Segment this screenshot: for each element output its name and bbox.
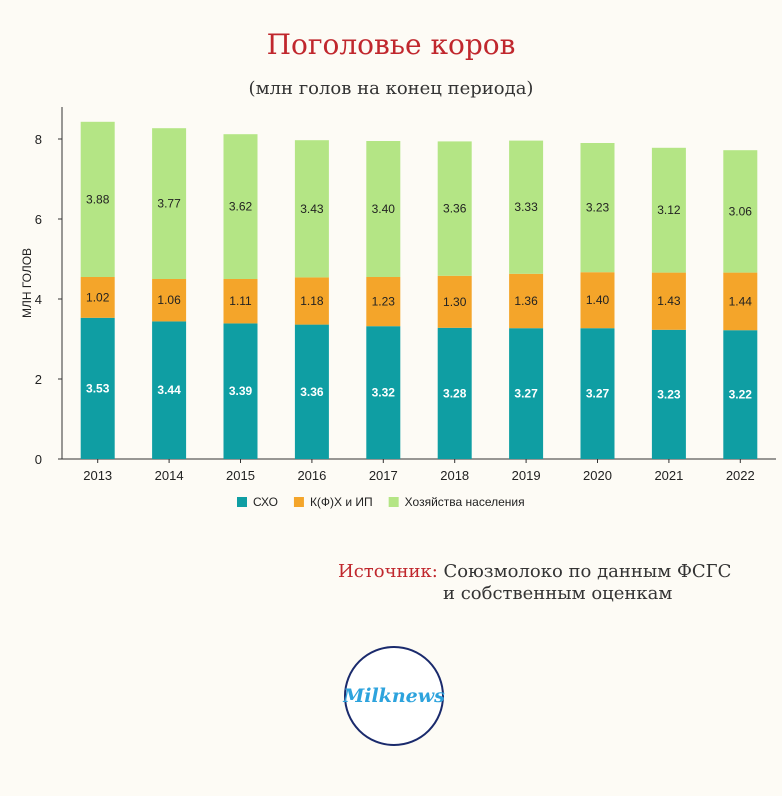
bar-value-label: 1.02: [86, 290, 110, 304]
bar-value-label: 1.30: [443, 295, 467, 309]
x-tick-label: 2018: [440, 468, 469, 483]
bar-value-label: 3.06: [729, 204, 753, 218]
bar-value-label: 1.11: [229, 294, 252, 308]
bar-value-label: 1.06: [157, 293, 181, 307]
bar-value-label: 3.88: [86, 192, 110, 206]
bar-segment: [223, 323, 258, 459]
x-tick-label: 2015: [226, 468, 255, 483]
bar-segment: [223, 279, 258, 324]
source-label: Источник:: [338, 561, 438, 582]
bar-segment: [366, 326, 401, 459]
bar-segment: [437, 141, 472, 276]
bar-segment: [723, 330, 758, 459]
x-tick-label: 2016: [297, 468, 326, 483]
source-note: Источник: Союзмолоко по данным ФСГС и со…: [338, 561, 731, 605]
bar-segment: [509, 140, 544, 274]
x-tick-label: 2022: [726, 468, 755, 483]
milknews-logo-icon: Milknews: [343, 646, 445, 746]
stacked-bar-chart: 0 2 4 6 8 МЛН ГОЛОВ 3.53 1.02 3.88 2013 3.44 1.06 3.…: [20, 107, 776, 509]
bar-segment: [366, 141, 401, 277]
bar-segment: [651, 329, 686, 459]
y-tick-label: 0: [35, 452, 42, 467]
bar-value-label: 3.53: [86, 381, 110, 395]
bar-segment: [723, 272, 758, 331]
chart-title: Поголовье коров: [266, 28, 516, 61]
x-tick-label: 2020: [583, 468, 612, 483]
bar-value-label: 1.23: [372, 295, 396, 309]
bar-segment: [580, 272, 615, 329]
bar-segment: [294, 324, 329, 459]
bar-value-label: 3.23: [657, 387, 681, 401]
bar-value-label: 1.36: [514, 294, 538, 308]
bar-segment: [437, 327, 472, 459]
bar-value-label: 3.23: [586, 201, 610, 215]
bar-value-label: 3.36: [443, 202, 467, 216]
bar-segment: [152, 279, 187, 322]
bar-segment: [580, 328, 615, 459]
logo-text: Milknews: [343, 685, 445, 707]
bar-value-label: 1.18: [300, 294, 324, 308]
bar-value-label: 1.44: [729, 294, 753, 308]
bar-segment: [80, 121, 115, 277]
y-tick-label: 6: [35, 212, 42, 227]
legend-swatch: [237, 497, 247, 507]
bar-segment: [509, 328, 544, 459]
x-tick-label: 2021: [654, 468, 683, 483]
bar-segment: [223, 134, 258, 279]
y-tick-label: 4: [35, 292, 42, 307]
bar-value-label: 3.62: [229, 200, 253, 214]
legend-label: Хозяйства населения: [405, 495, 525, 509]
bar-segment: [580, 143, 615, 273]
x-tick-label: 2014: [155, 468, 184, 483]
y-tick-label: 2: [35, 372, 42, 387]
bar-value-label: 1.43: [657, 294, 681, 308]
bar-segment: [294, 140, 329, 278]
bar-value-label: 3.43: [300, 202, 324, 216]
x-tick-label: 2019: [512, 468, 541, 483]
bar-value-label: 3.44: [157, 383, 181, 397]
bar-value-label: 3.40: [372, 202, 396, 216]
bar-value-label: 3.27: [586, 387, 610, 401]
bar-segment: [437, 275, 472, 328]
chart-subtitle: (млн голов на конец периода): [248, 78, 534, 99]
bar-segment: [723, 150, 758, 273]
legend-label: СХО: [253, 495, 278, 509]
legend-swatch: [388, 497, 399, 507]
y-tick-label: 8: [35, 132, 42, 147]
bar-segment: [152, 321, 187, 459]
bar-value-label: 3.36: [300, 385, 324, 399]
bar-value-label: 3.28: [443, 386, 467, 400]
y-axis-title: МЛН ГОЛОВ: [20, 248, 34, 318]
source-line-2: и собственным оценкам: [443, 583, 673, 604]
bar-value-label: 3.33: [514, 200, 538, 214]
bar-segment: [80, 317, 115, 459]
bar-value-label: 1.40: [586, 293, 610, 307]
source-line-1: Союзмолоко по данным ФСГС: [437, 561, 732, 582]
bar-value-label: 3.12: [657, 203, 681, 217]
bar-segment: [152, 128, 187, 279]
bar-segment: [509, 273, 544, 329]
legend-label: К(Ф)Х и ИП: [310, 495, 373, 509]
bar-value-label: 3.27: [514, 387, 538, 401]
bar-value-label: 3.39: [229, 384, 253, 398]
bar-segment: [366, 277, 401, 327]
x-tick-label: 2017: [369, 468, 398, 483]
bar-value-label: 3.77: [157, 197, 181, 211]
bar-segment: [294, 277, 329, 325]
bar-segment: [651, 147, 686, 273]
bar-value-label: 3.22: [729, 388, 753, 402]
legend-swatch: [293, 497, 304, 507]
bar-segment: [80, 277, 115, 318]
bar-segment: [651, 272, 686, 330]
x-tick-label: 2013: [83, 468, 112, 483]
bar-value-label: 3.32: [372, 386, 396, 400]
